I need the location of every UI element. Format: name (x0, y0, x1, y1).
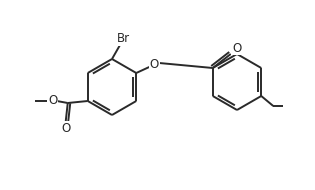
Text: O: O (150, 59, 159, 71)
Text: O: O (61, 121, 70, 135)
Text: Br: Br (117, 32, 129, 45)
Text: O: O (48, 93, 57, 107)
Text: O: O (232, 41, 241, 55)
